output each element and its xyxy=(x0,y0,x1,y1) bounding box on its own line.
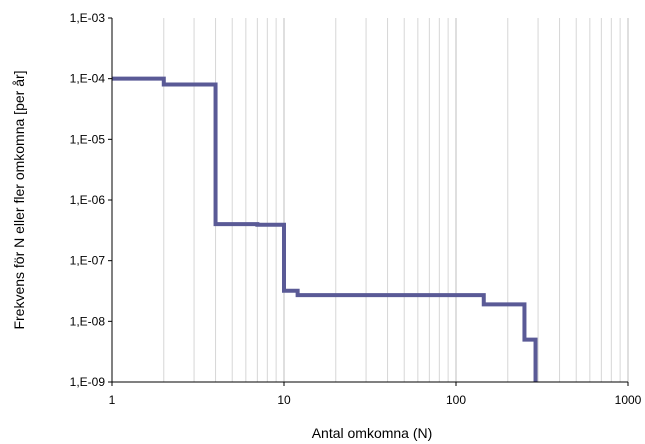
y-axis-title: Frekvens för N eller fler omkomna [per å… xyxy=(11,70,27,329)
x-tick-labels: 1 10 100 1000 xyxy=(109,393,642,407)
x-axis-title: Antal omkomna (N) xyxy=(312,425,433,441)
y-tick-label: 1,E-07 xyxy=(70,254,106,268)
grid-lines xyxy=(111,18,629,382)
x-tick-label: 100 xyxy=(446,393,466,407)
y-tick-label: 1,E-04 xyxy=(70,72,106,86)
fn-step-line xyxy=(112,76,538,382)
y-tick-label: 1,E-08 xyxy=(70,314,106,328)
x-tick-label: 1000 xyxy=(615,393,642,407)
y-tick-label: 1,E-09 xyxy=(70,375,106,389)
y-tick-labels: 1,E-09 1,E-08 1,E-07 1,E-06 1,E-05 1,E-04 1,E-… xyxy=(70,11,106,389)
x-tick-label: 10 xyxy=(277,393,291,407)
y-tick-label: 1,E-05 xyxy=(70,132,106,146)
axes xyxy=(108,17,629,386)
x-tick-label: 1 xyxy=(109,393,116,407)
y-tick-label: 1,E-03 xyxy=(70,11,106,25)
y-tick-label: 1,E-06 xyxy=(70,193,106,207)
plot-area xyxy=(112,76,538,382)
